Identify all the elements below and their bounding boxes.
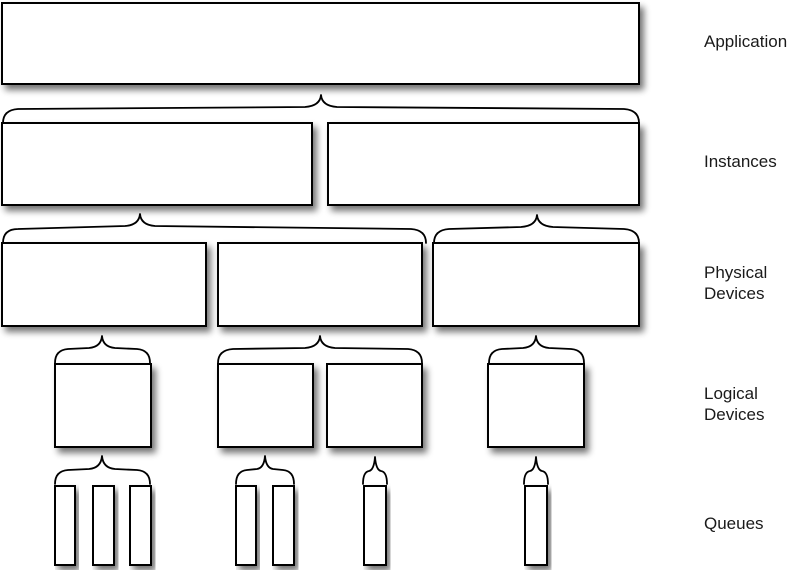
brace-physical-to-logical-devices [54,335,151,364]
physical-device-box [432,242,640,327]
application-box [1,2,640,85]
instance-box [327,122,640,206]
logical-device-box [487,363,585,448]
queue-box [129,485,152,566]
layer-label-instances: Instances [704,152,777,171]
physical-device-box [1,242,207,327]
brace-logical-device-to-queues [235,455,295,485]
queue-box [54,485,76,566]
physical-device-box [217,242,423,327]
layer-label-physical-devices: Physical Devices [704,263,772,303]
layer-label-application: Application [704,32,787,51]
instance-box [1,122,313,206]
brace-application-to-instances [2,94,640,124]
brace-logical-device-to-queues [54,455,151,485]
logical-device-box [326,363,423,448]
brace-instance-to-physical-devices [433,214,640,244]
logical-device-box [54,363,152,448]
layer-label-queues: Queues [704,514,764,533]
layer-label-logical-devices: Logical Devices [704,384,764,424]
brace-logical-device-to-queues [523,456,549,485]
brace-physical-to-logical-devices [488,335,585,364]
queue-box [363,485,387,566]
queue-box [272,485,295,566]
brace-physical-to-logical-devices [217,335,423,364]
queue-box [524,485,548,566]
logical-device-box [217,363,314,448]
brace-instance-to-physical-devices [2,213,427,244]
brace-logical-device-to-queues [362,456,388,485]
queue-box [92,485,115,566]
queue-box [235,485,257,566]
